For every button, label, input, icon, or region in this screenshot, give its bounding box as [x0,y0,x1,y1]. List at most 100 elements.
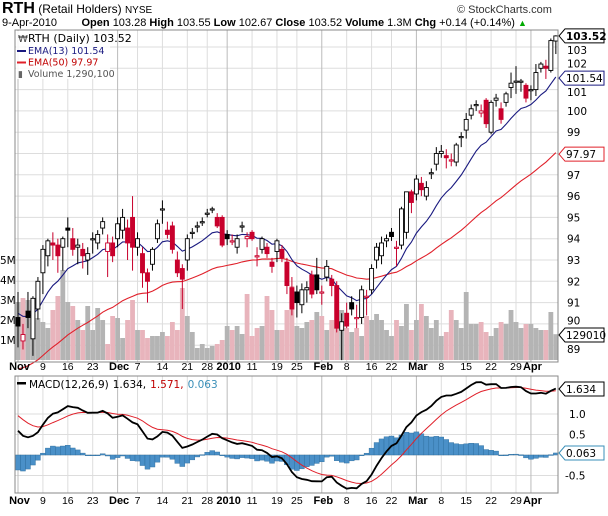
x-tick-label: Mar [408,361,428,373]
volume-bar [115,318,120,360]
ema13-tag [558,70,605,86]
candle-body [503,93,509,103]
price-tick-label: 102 [567,58,587,70]
x-tick-label: 23 [87,495,99,507]
legend-macd-value: 1.634, [113,379,146,391]
price-tick-label: 95 [567,212,580,224]
macd-histogram-bar [254,454,260,462]
x-tick-label: Dec [109,361,129,373]
macd-histogram-bar [50,445,56,456]
macd-histogram-bar [85,454,91,457]
candle-body [533,72,539,91]
ema50-swatch [17,61,26,64]
candle-body [304,287,310,291]
volume-bar [150,336,155,360]
volume-bar [319,316,325,360]
x-tick-label: 9 [40,495,46,507]
x-tick-label: 7 [135,495,141,507]
macd-histogram-bar [249,454,255,459]
volume-bar [428,328,434,360]
macd-histogram-bar [314,454,320,464]
macd-histogram-bar [468,443,474,456]
quote-date: 9-Apr-2010 [2,17,58,29]
macd-histogram-bar [324,454,330,458]
candle-body [194,225,200,228]
candle-body [488,101,494,133]
volume-bar [174,330,180,360]
ema13-tag-label: 101.54 [566,73,603,85]
macd-histogram-bar [488,450,494,456]
volume-bar [100,320,106,360]
candle-body [269,261,275,267]
candle-body [115,223,121,240]
candle-body [394,246,399,249]
volume-bar [264,296,270,360]
macd-histogram-bar [493,450,499,456]
candle-body [15,317,21,327]
candle-body [538,63,544,69]
macd-histogram-bar [483,449,489,456]
candle-body [234,238,240,248]
volume-label: Volume [345,17,385,29]
candle-body [145,272,150,282]
volume-bar [324,330,330,360]
volume-bar [244,294,250,360]
macd-histogram-bar [358,454,365,457]
volume-bar [543,330,549,360]
volume-bar [35,318,41,360]
candle-body [249,231,255,240]
candle-body [324,265,330,278]
ema50-tag [558,146,605,162]
macd-histogram-bar [80,452,86,456]
chg-label: Chg [414,17,437,29]
volume-bar [508,310,514,360]
macd-histogram-bar [498,454,504,457]
company-name: (Retail Holders) [38,2,122,16]
volume-bar [224,326,230,360]
volume-bar [399,326,404,360]
candle-body [199,221,205,224]
volume-bar [135,330,140,360]
candle-body [374,246,380,261]
candle-body [468,108,474,116]
macd-histogram-bar [204,452,210,456]
x-tick-label: 22 [386,361,398,373]
x-tick-label: 23 [87,361,99,373]
candle-body [448,159,454,162]
candle-body [548,40,554,71]
candle-body [204,212,210,215]
macd-histogram-bar [89,454,96,457]
macd-histogram-bar [174,454,181,464]
volume-bar [25,300,31,360]
legend-hist-value: 0.063 [188,379,218,391]
volume-bar [254,328,260,360]
macd-histogram-bar [244,454,250,459]
volume-bar [45,328,51,360]
close-value: 103.52 [308,17,343,29]
volume-bar [438,336,444,360]
macd-swatch [17,382,26,385]
macd-legend-text: MACD(12,26,9) 1.634, 1.571, 0.063 [29,379,218,391]
volume-bar [304,322,310,360]
candle-body [483,99,489,125]
candle-body [229,240,235,243]
volume-bar [453,320,459,360]
volume-bar [209,346,215,360]
volume-bar [130,300,135,360]
macd-histogram-bar [99,453,106,456]
x-tick-label: 16 [62,361,74,373]
candle-body [364,295,370,298]
candle-body [120,216,126,231]
volume-bar [498,322,504,360]
candle-body [159,208,165,211]
candle-body [105,242,111,252]
volume-bar [513,322,519,360]
macd-histogram-bar [533,454,539,459]
candle-body [184,238,190,261]
macd-histogram-bar [45,447,51,456]
x-tick-label: 11 [247,361,258,373]
candle-body [349,302,355,310]
candle-body [384,238,389,242]
volume-bar [239,334,245,360]
